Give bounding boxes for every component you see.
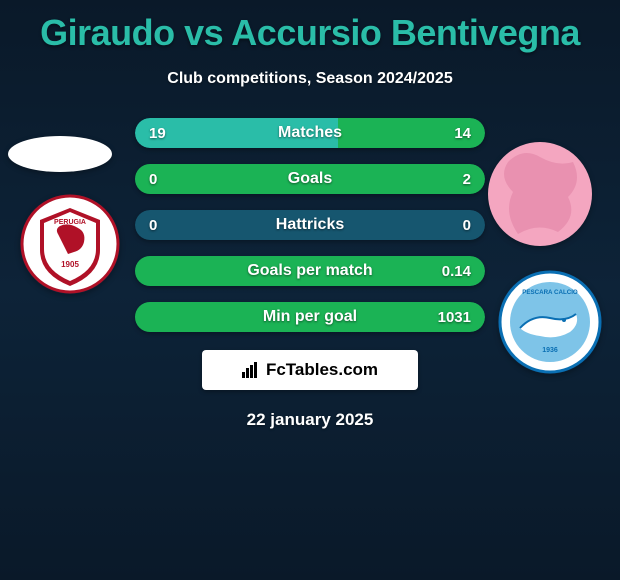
stat-row: 0 Hattricks 0 bbox=[135, 210, 485, 240]
svg-text:PESCARA CALCIO: PESCARA CALCIO bbox=[522, 289, 578, 296]
stat-label: Goals bbox=[288, 170, 332, 188]
stat-label: Matches bbox=[278, 124, 342, 142]
svg-text:PERUGIA: PERUGIA bbox=[54, 219, 86, 226]
stat-label: Hattricks bbox=[276, 216, 344, 234]
stat-left-value: 0 bbox=[149, 217, 157, 234]
left-club-badge: PERUGIA 1905 bbox=[20, 194, 120, 294]
right-club-badge: PESCARA CALCIO 1936 bbox=[498, 270, 602, 374]
stat-right-value: 1031 bbox=[438, 309, 471, 326]
bar-chart-icon bbox=[242, 362, 260, 378]
right-player-badge bbox=[488, 142, 592, 246]
stat-row: Goals per match 0.14 bbox=[135, 256, 485, 286]
subtitle: Club competitions, Season 2024/2025 bbox=[0, 70, 620, 88]
footer-attribution: FcTables.com bbox=[202, 350, 418, 390]
stat-label: Goals per match bbox=[247, 262, 372, 280]
stat-right-value: 0 bbox=[463, 217, 471, 234]
stat-right-value: 0.14 bbox=[442, 263, 471, 280]
player-photo-icon bbox=[488, 142, 592, 246]
date-label: 22 january 2025 bbox=[0, 410, 620, 430]
stat-left-value: 0 bbox=[149, 171, 157, 188]
svg-text:1936: 1936 bbox=[542, 347, 558, 354]
page-title: Giraudo vs Accursio Bentivegna bbox=[0, 0, 620, 54]
stat-right-value: 2 bbox=[463, 171, 471, 188]
stat-row: Min per goal 1031 bbox=[135, 302, 485, 332]
stat-row: 19 Matches 14 bbox=[135, 118, 485, 148]
svg-text:1905: 1905 bbox=[61, 260, 79, 269]
perugia-logo-icon: PERUGIA 1905 bbox=[20, 194, 120, 294]
stat-row: 0 Goals 2 bbox=[135, 164, 485, 194]
footer-label: FcTables.com bbox=[266, 360, 378, 380]
pescara-logo-icon: PESCARA CALCIO 1936 bbox=[498, 270, 602, 374]
stat-label: Min per goal bbox=[263, 308, 357, 326]
comparison-content: PERUGIA 1905 PESCARA CALCIO 1936 19 Match… bbox=[0, 118, 620, 430]
stat-right-value: 14 bbox=[454, 125, 471, 142]
left-player-badge bbox=[8, 136, 112, 172]
stat-left-value: 19 bbox=[149, 125, 166, 142]
